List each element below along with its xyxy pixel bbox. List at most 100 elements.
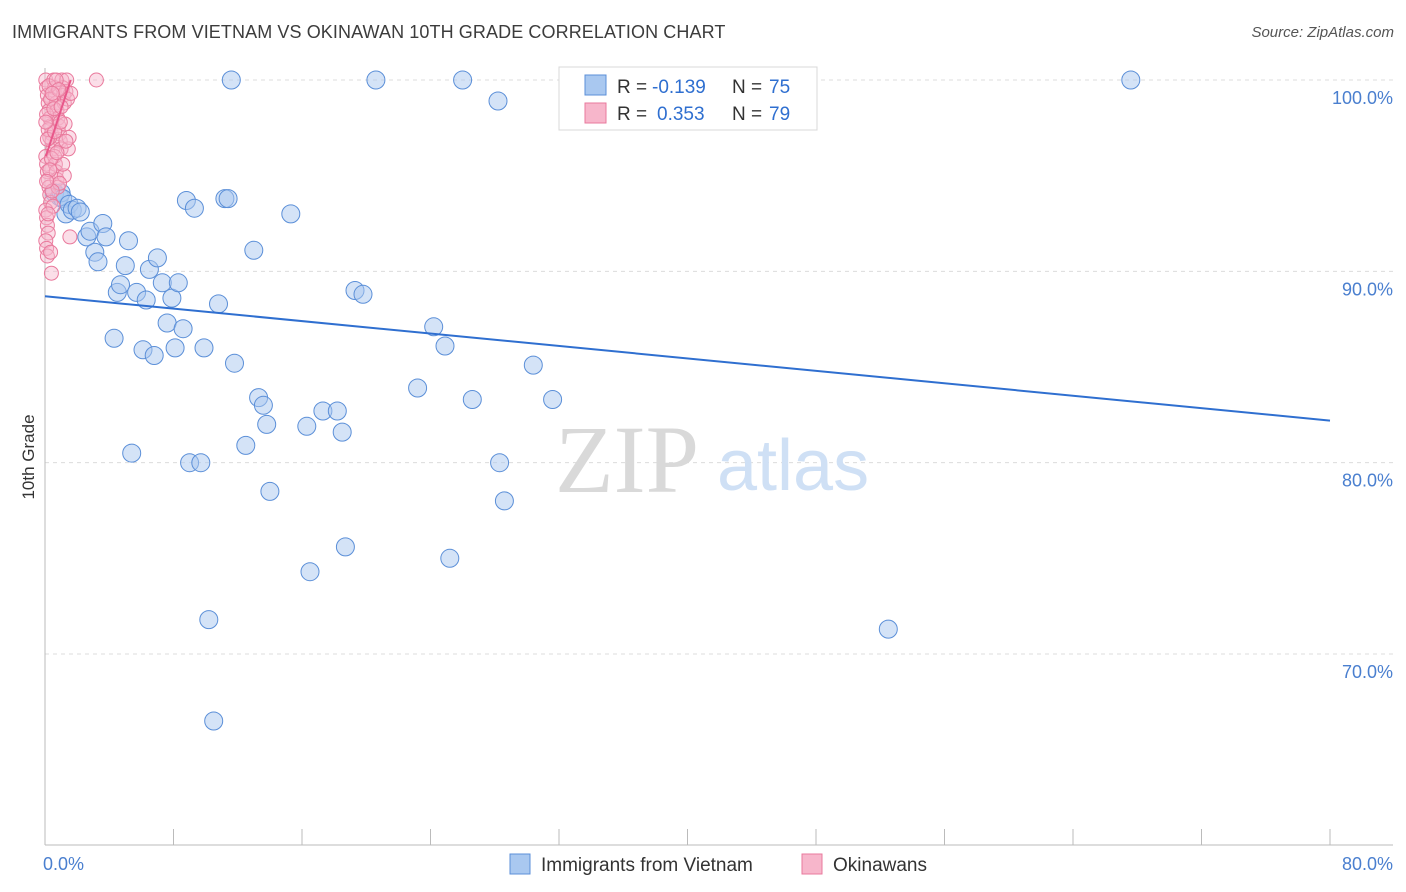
okinawan-point xyxy=(58,133,74,149)
okinawan-point xyxy=(43,150,59,166)
vietnam-point xyxy=(878,619,898,639)
okinawan-trend-line xyxy=(44,79,72,157)
series-vietnam-points xyxy=(45,70,1141,731)
stats-swatch-vietnam xyxy=(584,74,607,96)
vietnam-point xyxy=(111,275,130,295)
okinawan-point xyxy=(62,229,78,245)
legend-swatch-okinawans[interactable] xyxy=(801,853,823,875)
okinawan-point xyxy=(54,72,70,88)
vietnam-point xyxy=(115,256,135,276)
okinawan-point xyxy=(88,72,104,88)
vietnam-point xyxy=(257,414,277,434)
vietnam-point xyxy=(253,395,273,415)
stats-n-value-vietnam: 75 xyxy=(769,77,790,98)
y-tick-labels: 70.0% 80.0% 90.0% 100.0% xyxy=(1332,88,1393,682)
vietnam-point xyxy=(335,537,355,557)
vietnam-point xyxy=(332,422,352,442)
vietnam-point xyxy=(462,390,482,409)
vietnam-point xyxy=(543,390,563,409)
okinawan-point xyxy=(44,85,60,101)
vietnam-point xyxy=(221,70,241,90)
vietnam-trend-line xyxy=(44,295,1331,422)
vietnam-point xyxy=(440,548,460,568)
okinawan-point xyxy=(43,91,59,107)
vietnam-point xyxy=(490,453,510,473)
x-tick-label-max: 80.0% xyxy=(1342,854,1393,874)
stats-swatch-okinawans xyxy=(584,102,607,124)
vietnam-point xyxy=(494,491,514,511)
vietnam-point xyxy=(147,248,167,268)
vietnam-point xyxy=(70,202,90,222)
vietnam-point xyxy=(191,453,211,473)
vietnam-point xyxy=(218,189,238,209)
y-tick-label: 100.0% xyxy=(1332,88,1393,108)
legend-label-vietnam: Immigrants from Vietnam xyxy=(541,855,753,876)
axes xyxy=(44,68,1393,846)
vietnam-point xyxy=(104,328,124,348)
vietnam-point xyxy=(453,70,473,90)
okinawan-point xyxy=(43,244,59,260)
stats-r-value-vietnam: -0.139 xyxy=(652,77,706,98)
vietnam-point xyxy=(209,294,228,314)
stats-n-label-vietnam: N = xyxy=(732,77,762,98)
vietnam-point xyxy=(184,198,204,218)
series-okinawans-points xyxy=(38,72,104,281)
gridlines xyxy=(45,79,1393,655)
okinawan-point xyxy=(48,72,64,88)
y-tick-label: 80.0% xyxy=(1342,471,1393,491)
vietnam-point xyxy=(157,313,177,333)
vietnam-point xyxy=(144,346,164,365)
y-tick-label: 90.0% xyxy=(1342,279,1393,299)
vietnam-point xyxy=(1121,70,1141,90)
vietnam-point xyxy=(408,378,428,398)
stats-r-label-okinawans: R = xyxy=(617,104,647,125)
vietnam-point xyxy=(435,336,455,356)
vietnam-point xyxy=(281,204,301,224)
vietnam-point xyxy=(165,338,185,358)
vietnam-point xyxy=(300,562,320,582)
vietnam-point xyxy=(260,481,280,501)
vietnam-point xyxy=(523,355,543,375)
vietnam-point xyxy=(353,284,373,304)
okinawan-point xyxy=(56,168,72,184)
chart-title: IMMIGRANTS FROM VIETNAM VS OKINAWAN 10TH… xyxy=(12,22,726,42)
okinawan-point xyxy=(39,173,55,189)
x-tick-label-min: 0.0% xyxy=(43,854,84,874)
vietnam-point xyxy=(244,240,264,260)
watermark-zip: ZIP xyxy=(555,406,699,513)
stats-r-value-okinawans: 0.353 xyxy=(657,104,705,125)
okinawan-point xyxy=(44,183,60,199)
series-legend: Immigrants from Vietnam Okinawans xyxy=(509,853,927,876)
okinawan-point xyxy=(42,162,58,178)
watermark-atlas: atlas xyxy=(717,426,869,506)
vietnam-point xyxy=(96,227,116,247)
y-axis-title: 10th Grade xyxy=(19,414,38,499)
vietnam-point xyxy=(366,70,386,90)
vietnam-point xyxy=(173,319,193,339)
okinawan-point xyxy=(49,145,65,161)
stats-r-label-vietnam: R = xyxy=(617,77,647,98)
vietnam-point xyxy=(297,416,317,436)
vietnam-point xyxy=(168,273,188,293)
vietnam-point xyxy=(194,338,214,358)
vietnam-point xyxy=(119,231,138,251)
stats-n-value-okinawans: 79 xyxy=(769,104,790,125)
vietnam-point xyxy=(424,317,444,337)
vietnam-point xyxy=(204,711,224,731)
source-label: Source: ZipAtlas.com xyxy=(1251,24,1394,41)
stats-n-label-okinawans: N = xyxy=(732,104,762,125)
okinawan-point xyxy=(45,198,61,214)
trend-lines xyxy=(44,79,1331,422)
legend-label-okinawans: Okinawans xyxy=(833,855,927,876)
vietnam-point xyxy=(488,91,508,111)
vietnam-point xyxy=(122,443,142,463)
vietnam-point xyxy=(88,252,108,272)
vietnam-point xyxy=(236,435,256,455)
okinawan-point xyxy=(39,217,55,233)
legend-swatch-vietnam[interactable] xyxy=(509,853,531,875)
okinawan-point xyxy=(40,206,56,222)
vietnam-point xyxy=(136,290,156,310)
vietnam-point xyxy=(327,401,347,421)
okinawan-point xyxy=(38,114,54,130)
